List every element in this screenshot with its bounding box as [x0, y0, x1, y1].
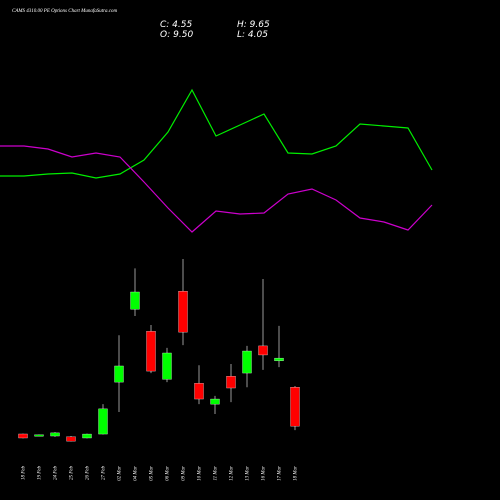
chart-title: CAMS 4310.00 PE Options Chart MunafaSutr…: [12, 9, 118, 14]
candle-body: [130, 291, 140, 310]
x-tick-label: 05 Mar: [150, 466, 155, 481]
x-tick-label: 19 Feb: [38, 466, 43, 481]
candle-body: [194, 383, 204, 400]
candle-body: [82, 433, 92, 439]
x-tick-label: 18 Feb: [22, 466, 27, 481]
x-tick-label: 27 Feb: [102, 466, 107, 481]
summary: H: 9.65: [237, 20, 270, 30]
candle-body: [258, 345, 268, 356]
indicator-line: [0, 145, 433, 233]
summary: L: 4.05: [237, 30, 268, 40]
x-tick-label: 04 Mar: [134, 466, 139, 481]
x-tick-label: 09 Mar: [182, 466, 187, 481]
x-tick-label: 12 Mar: [230, 466, 235, 481]
x-tick-label: 24 Feb: [54, 466, 59, 481]
x-tick-label: 10 Mar: [198, 466, 203, 481]
candle-body: [162, 352, 172, 380]
x-tick-label: 25 Feb: [70, 466, 75, 481]
x-tick-label: 26 Feb: [86, 466, 91, 481]
candle-body: [226, 376, 236, 389]
candle-body: [98, 408, 108, 435]
x-tick-label: 16 Mar: [262, 466, 267, 481]
candle-body: [114, 365, 124, 383]
candle-body: [178, 291, 188, 333]
candle-body: [34, 434, 44, 437]
candle-body: [210, 398, 220, 405]
summary: O: 9.50: [160, 30, 193, 40]
candle-body: [18, 433, 28, 439]
x-tick-label: 13 Mar: [246, 466, 251, 481]
x-tick-label: 02 Mar: [118, 466, 123, 481]
x-tick-label: 17 Mar: [278, 466, 283, 481]
candle-body: [146, 331, 156, 372]
candle-body: [290, 387, 300, 427]
candle-body: [274, 357, 284, 362]
x-tick-label: 18 Mar: [294, 466, 299, 481]
indicator-line: [0, 88, 433, 179]
candle-body: [242, 350, 252, 374]
x-tick-label: 06 Mar: [166, 466, 171, 481]
x-tick-label: 11 Mar: [214, 466, 219, 481]
candle-body: [66, 436, 76, 442]
summary: C: 4.55: [160, 20, 192, 30]
candle-body: [50, 432, 60, 437]
